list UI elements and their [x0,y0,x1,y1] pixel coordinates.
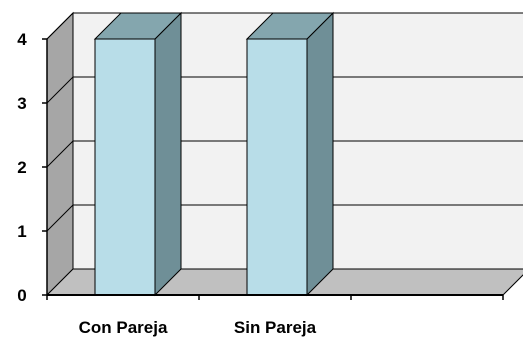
bar-top-0 [93,12,183,40]
y-tick-label: 3 [17,94,26,113]
axes [42,38,504,300]
y-axis-tick-labels: 0 1 2 3 4 [17,30,27,305]
bar-side-0 [154,11,182,297]
gridline-side-1 [46,204,74,232]
bar-top-1 [245,12,335,40]
x-axis-category-labels: Con Pareja Sin Pareja [79,318,317,337]
gridline-side-2 [46,140,74,168]
bar-front-0 [94,38,156,296]
gridline-side-4 [46,12,74,40]
bars [93,11,335,297]
y-tick-label: 1 [17,222,26,241]
bar-front-1 [246,38,308,296]
y-tick-label: 2 [17,158,26,177]
gridline-side-3 [46,76,74,104]
y-tick-label: 0 [17,286,26,305]
x-category-label: Sin Pareja [234,318,317,337]
bar-side-1 [306,11,334,297]
x-category-label: Con Pareja [79,318,168,337]
y-tick-label: 4 [17,30,27,49]
